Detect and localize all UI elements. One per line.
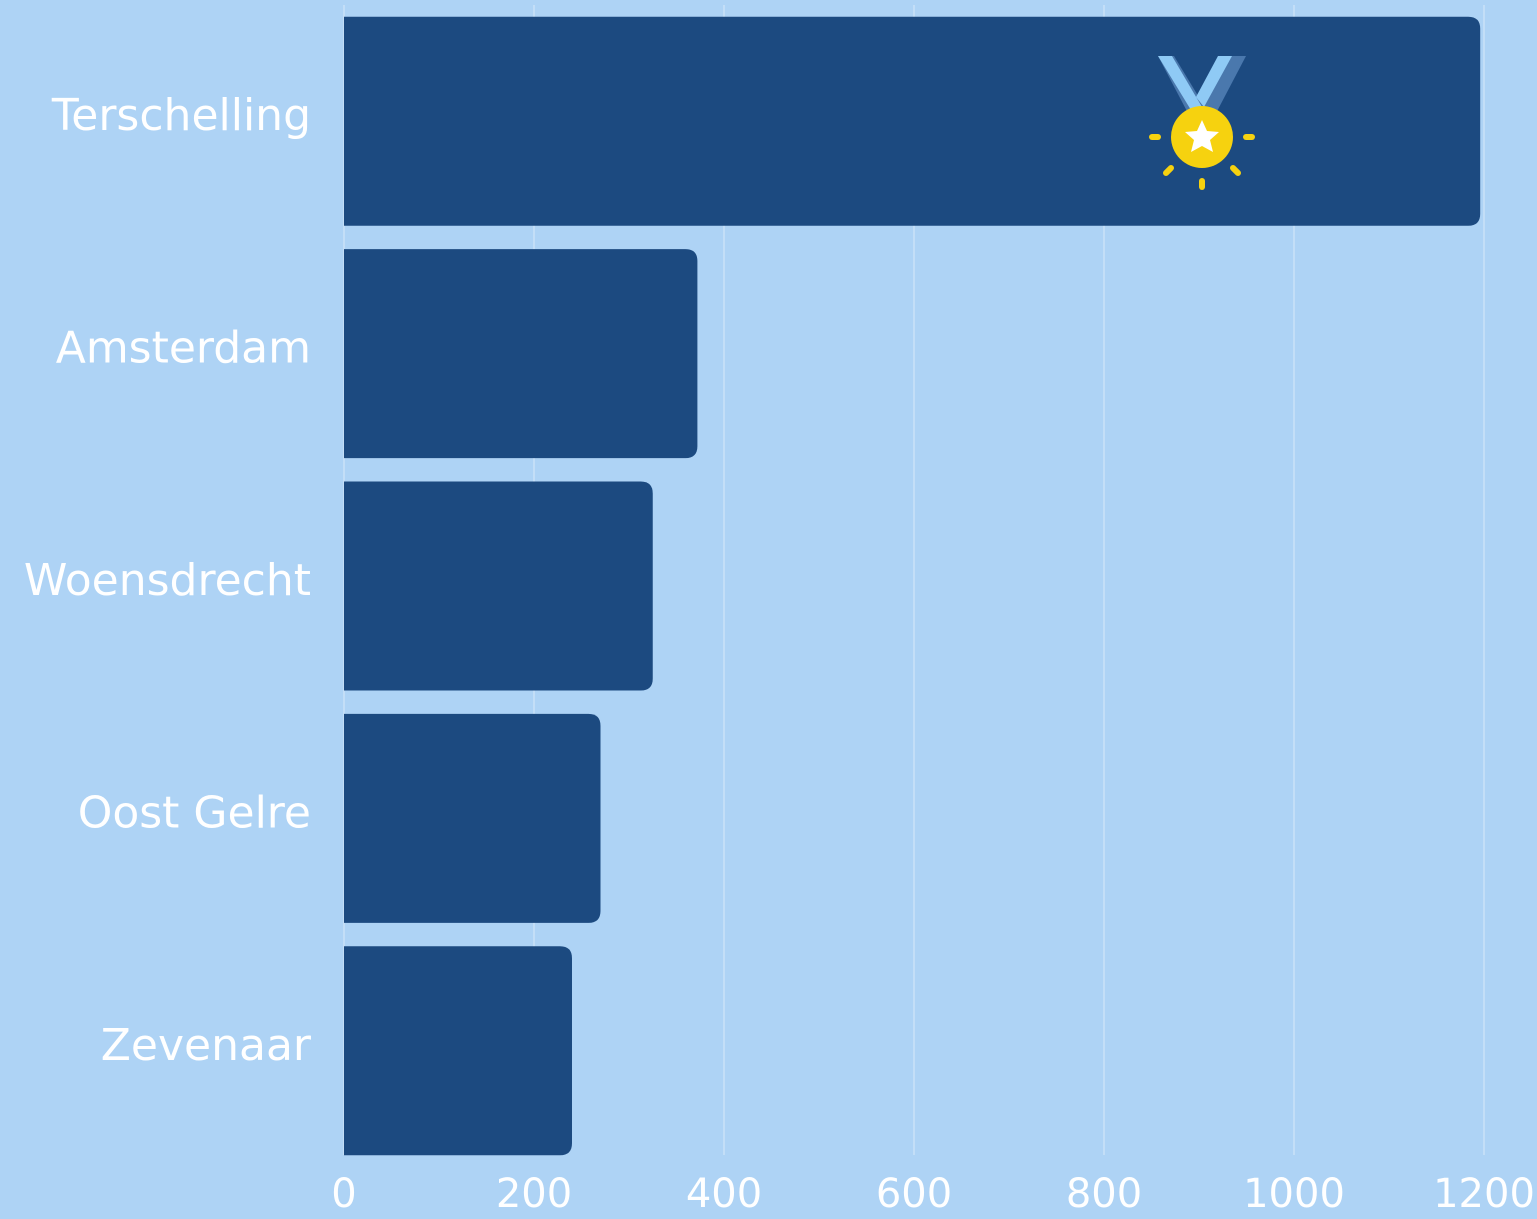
y-tick-label: Zevenaar	[101, 1020, 312, 1071]
x-tick-label: 400	[686, 1171, 762, 1217]
x-tick-label: 600	[876, 1171, 952, 1217]
bars	[344, 16, 1481, 1156]
x-tick-label: 800	[1066, 1171, 1142, 1217]
labels: 0 200 400 600 800 1000 1200 Terschelling Amsterd…	[24, 90, 1535, 1217]
medal-icon	[1149, 56, 1255, 190]
bar	[344, 713, 601, 923]
bar	[344, 16, 1481, 226]
bar	[344, 249, 698, 459]
y-tick-label: Amsterdam	[56, 323, 311, 374]
x-tick-label: 200	[496, 1171, 572, 1217]
x-tick-label: 1000	[1243, 1171, 1345, 1217]
x-tick-label: 0	[331, 1171, 356, 1217]
y-tick-label: Terschelling	[51, 90, 311, 141]
bar	[344, 481, 653, 691]
bar	[344, 946, 572, 1156]
y-tick-label: Woensdrecht	[24, 555, 311, 606]
y-tick-label: Oost Gelre	[78, 787, 311, 838]
x-tick-label: 1200	[1433, 1171, 1535, 1217]
